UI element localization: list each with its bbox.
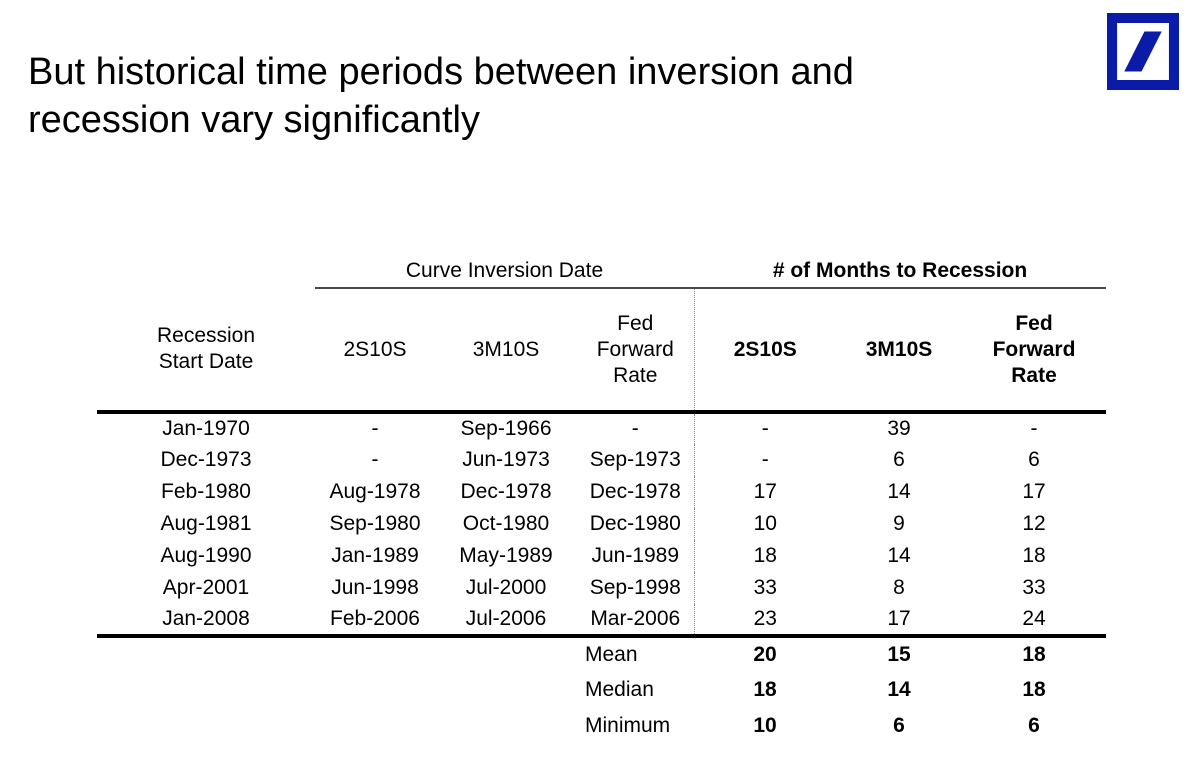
table-row: Feb-1980 Aug-1978 Dec-1978 Dec-1978 17 1…	[97, 476, 1106, 508]
table-cell: -	[371, 448, 379, 471]
table-cell: 39	[887, 417, 911, 440]
table-cell: Oct-1980	[462, 512, 550, 535]
summary-label: Minimum	[585, 714, 671, 737]
table-row: Aug-1990 Jan-1989 May-1989 Jun-1989 18 1…	[97, 540, 1106, 572]
table-row: Aug-1981 Sep-1980 Oct-1980 Dec-1980 10 9…	[97, 508, 1106, 540]
table-cell: 18	[693, 540, 837, 572]
table-cell: Jan-1970	[162, 417, 250, 440]
group-header-spacer	[97, 255, 315, 288]
table-cell: Mar-2006	[577, 604, 695, 638]
table-row: Jan-1970 - Sep-1966 - - 39 -	[97, 412, 1106, 444]
logo-slash-icon	[1124, 31, 1162, 72]
table-cell: 17	[693, 476, 837, 508]
table-cell: 14	[887, 480, 911, 503]
group-header-row: Curve Inversion Date # of Months to Rece…	[97, 255, 1107, 289]
table-cell: 6	[893, 448, 905, 471]
table-cell: May-1989	[459, 544, 553, 567]
summary-spacer	[97, 708, 577, 744]
col-header-recession-start-date: Recession Start Date	[97, 288, 315, 414]
col-header-2s10s-months: 2S10S	[693, 288, 837, 414]
summary-value: 18	[1022, 643, 1046, 666]
summary-value: 6	[1028, 714, 1040, 737]
table-row: Apr-2001 Jun-1998 Jul-2000 Sep-1998 33 8…	[97, 572, 1106, 604]
inversion-recession-table: Curve Inversion Date # of Months to Rece…	[97, 255, 1107, 744]
summary-spacer	[97, 636, 577, 672]
table-cell: 8	[893, 576, 905, 599]
table-cell: Aug-1978	[329, 480, 421, 503]
summary-label: Mean	[585, 643, 638, 666]
table-cell: Jan-2008	[97, 604, 315, 638]
summary-value: 6	[893, 714, 905, 737]
summary-value: 20	[753, 643, 777, 666]
table-cell: Sep-1973	[589, 448, 681, 471]
summary-spacer	[97, 672, 577, 708]
summary-value: 14	[887, 678, 911, 701]
deutsche-bank-logo	[1107, 13, 1179, 90]
summary-value: 18	[1022, 678, 1046, 701]
table-cell: -	[1030, 417, 1038, 440]
col-header-3m10s-inversion: 3M10S	[435, 288, 577, 414]
col-header-fed-forward-rate-inversion: Fed Forward Rate	[577, 288, 695, 414]
col-header-3m10s-months: 3M10S	[836, 288, 963, 414]
group-header-months-to-recession: # of Months to Recession	[694, 255, 1107, 289]
summary-value: 15	[887, 643, 911, 666]
table-cell: Feb-2006	[315, 604, 435, 638]
summary-row-median: Median 18 14 18	[97, 672, 1106, 708]
table-cell: 17	[836, 604, 963, 638]
page-title: But historical time periods between inve…	[28, 51, 854, 141]
table-cell: Sep-1998	[589, 576, 681, 599]
table-cell: Jul-2000	[465, 576, 547, 599]
table-cell: Aug-1990	[160, 544, 252, 567]
table-cell: 23	[693, 604, 837, 638]
summary-label: Median	[585, 678, 654, 701]
table-cell: Sep-1980	[329, 512, 421, 535]
table-cell: 6	[1028, 448, 1040, 471]
table-cell: Feb-1980	[161, 480, 251, 503]
table-cell: 14	[887, 544, 911, 567]
table-cell: -	[693, 444, 837, 476]
table-cell: -	[693, 412, 837, 444]
table-cell: Jul-2006	[435, 604, 577, 638]
table-cell: Sep-1966	[460, 417, 552, 440]
table-cell: 24	[962, 604, 1107, 638]
group-header-curve-inversion-date: Curve Inversion Date	[315, 255, 695, 289]
deutsche-bank-logo-icon	[1107, 13, 1179, 90]
col-header-fed-forward-rate-months: Fed Forward Rate	[962, 288, 1107, 414]
table-cell: -	[631, 417, 639, 440]
table-cell: Jun-1989	[591, 544, 680, 567]
summary-row-mean: Mean 20 15 18	[97, 636, 1106, 672]
table-cell: 17	[1022, 480, 1046, 503]
table-cell: Dec-1980	[589, 512, 681, 535]
summary-value: 18	[753, 678, 777, 701]
table-cell: Jun-1973	[462, 448, 550, 471]
summary-row-minimum: Minimum 10 6 6	[97, 708, 1106, 744]
table-cell: Jun-1998	[331, 576, 419, 599]
col-header-2s10s-inversion: 2S10S	[315, 288, 435, 414]
table-cell: 18	[1022, 544, 1046, 567]
table-cell: -	[371, 417, 379, 440]
column-header-row: Recession Start Date 2S10S 3M10S Fed For…	[97, 288, 1107, 414]
table-cell: Aug-1981	[160, 512, 252, 535]
table-row: Jan-2008 Feb-2006 Jul-2006 Mar-2006 23 1…	[97, 604, 1107, 638]
table-cell: Dec-1973	[160, 448, 252, 471]
table-cell: Apr-2001	[162, 576, 250, 599]
table-cell: 9	[893, 512, 905, 535]
summary-value: 10	[753, 714, 777, 737]
table-cell: 33	[1022, 576, 1046, 599]
table-row: Dec-1973 - Jun-1973 Sep-1973 - 6 6	[97, 444, 1106, 476]
table-cell: Jan-1989	[331, 544, 419, 567]
table-cell: 33	[693, 572, 837, 604]
table-cell: 10	[693, 508, 837, 540]
table-cell: Dec-1978	[589, 480, 681, 503]
table-cell: 12	[1022, 512, 1046, 535]
table-cell: Dec-1978	[460, 480, 552, 503]
